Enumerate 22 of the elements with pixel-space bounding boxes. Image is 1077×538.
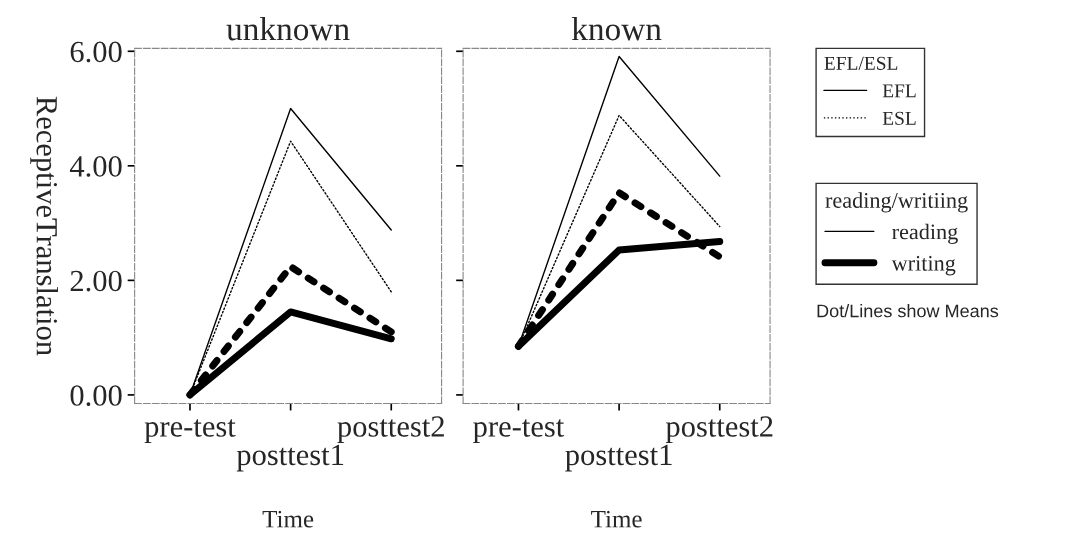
text: writing [891,255,956,276]
x-tick-label: posttest2 [337,416,444,444]
chart-title: known [571,16,662,41]
text: reading/writiing [825,192,968,213]
x-tick-label: posttest2 [665,416,773,444]
text: reading [892,223,958,244]
x-axis-title: Time [591,510,642,528]
y-tick-label: 4.00 [69,156,122,177]
y-tick-label: 0.00 [70,385,122,406]
chart-title: unknown [226,16,350,41]
text: EFL [882,84,916,98]
y-tick-label: 6.00 [70,41,122,63]
text: ESL [882,111,916,125]
x-tick-label: pre-test [473,419,565,444]
y-axis-title: ReceptiveTranslation [30,96,58,356]
x-axis-title: Time [262,510,314,528]
x-tick-label: posttest1 [236,444,344,472]
text: Dot/Lines show Means [817,304,999,318]
y-tick-label: 2.00 [70,270,122,292]
x-tick-label: posttest1 [565,444,672,472]
text: EFL/ESL [824,56,898,70]
x-tick-label: pre-test [144,419,236,444]
